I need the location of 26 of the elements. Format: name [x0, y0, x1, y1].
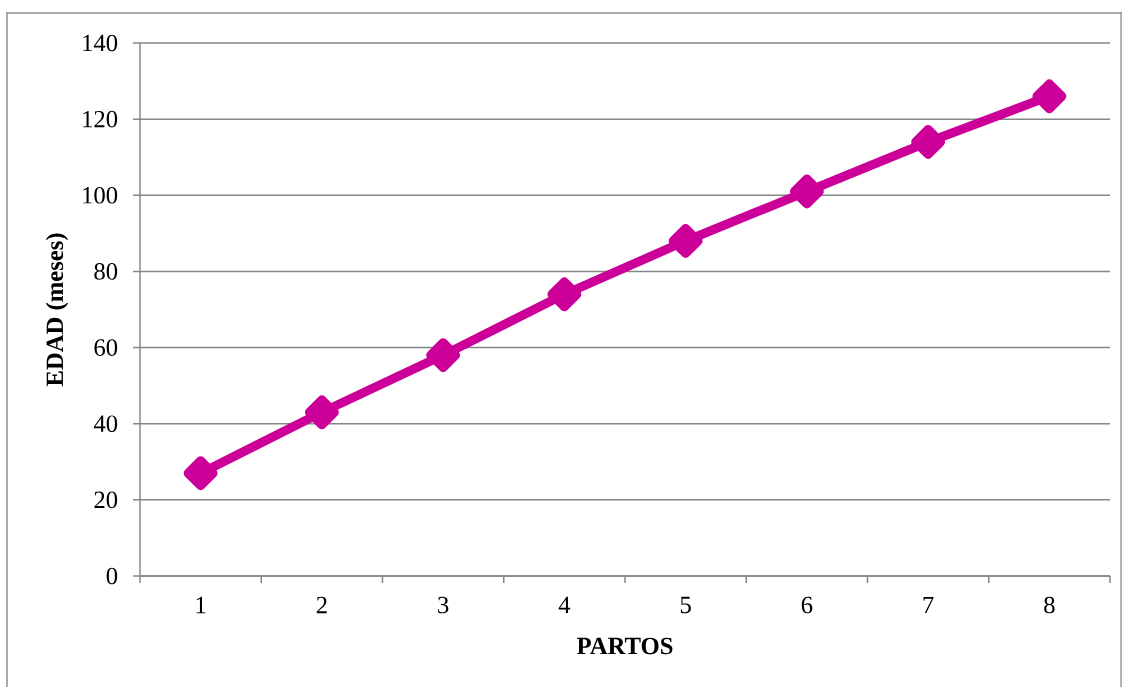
y-tick-label: 20: [94, 491, 118, 509]
y-tick-label: 120: [83, 110, 118, 128]
point: [1032, 79, 1067, 114]
y-tick-label: 80: [94, 263, 118, 280]
y-axis-title: EDAD (meses): [45, 233, 69, 387]
point: [304, 395, 339, 430]
y-tick-label: 60: [94, 339, 118, 356]
x-tick-label: 6: [801, 596, 813, 614]
y-tick-label: 40: [93, 415, 118, 433]
x-tick-label: 2: [316, 596, 327, 614]
point: [789, 174, 824, 209]
x-tick-label: 3: [438, 596, 449, 614]
y-tick-label: 0: [106, 567, 118, 585]
point: [911, 125, 946, 159]
point: [426, 338, 461, 373]
x-tick-label: 4: [558, 596, 571, 614]
y-tick-label: 140: [83, 34, 118, 52]
point: [183, 456, 218, 491]
x-tick-label: 7: [923, 596, 934, 614]
point: [668, 224, 703, 258]
x-tick-label: 8: [1044, 596, 1055, 614]
x-tick-label: 1: [196, 596, 206, 614]
x-axis-title: PARTOS: [576, 637, 673, 655]
point: [547, 277, 582, 312]
x-tick-label: 5: [680, 596, 691, 614]
y-tick-label: 100: [83, 186, 118, 204]
